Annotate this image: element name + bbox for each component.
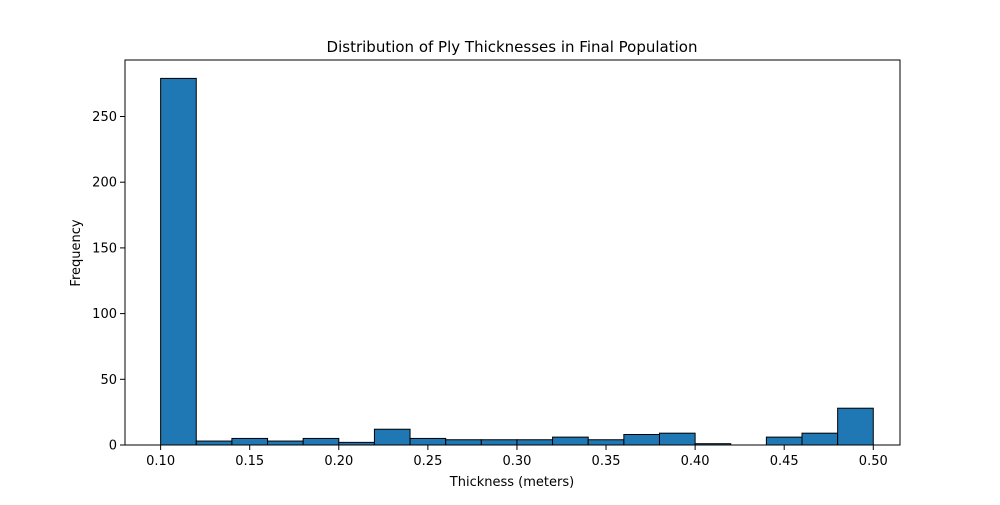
x-axis-label: Thickness (meters) bbox=[449, 475, 574, 490]
histogram-bar bbox=[195, 440, 233, 446]
x-tick-label: 0.50 bbox=[859, 454, 888, 469]
histogram-bar bbox=[480, 439, 518, 446]
x-tick-label: 0.45 bbox=[770, 454, 799, 469]
histogram-bar bbox=[801, 432, 839, 446]
axes-frame bbox=[124, 59, 901, 446]
y-tick-label: 50 bbox=[100, 373, 117, 388]
histogram-bar bbox=[373, 428, 411, 446]
histogram-bar bbox=[552, 436, 589, 446]
histogram-bar bbox=[623, 433, 660, 446]
x-tick-label: 0.25 bbox=[413, 454, 442, 469]
histogram-bar bbox=[267, 440, 304, 446]
x-tick-label: 0.35 bbox=[592, 454, 621, 469]
chart-title: Distribution of Ply Thicknesses in Final… bbox=[327, 38, 698, 56]
histogram-bar bbox=[445, 439, 482, 446]
y-tick-label: 250 bbox=[92, 110, 117, 125]
y-tick-label: 150 bbox=[92, 241, 117, 256]
x-tick-label: 0.20 bbox=[324, 454, 353, 469]
y-tick-label: 200 bbox=[92, 176, 117, 191]
histogram-bar bbox=[231, 437, 269, 446]
y-ticks-group: 0 50 100 150 200 250 bbox=[92, 110, 125, 454]
x-tick-label: 0.30 bbox=[502, 454, 531, 469]
y-tick-label: 0 bbox=[109, 439, 117, 454]
x-tick-label: 0.10 bbox=[146, 454, 175, 469]
histogram-bar bbox=[658, 432, 696, 446]
histogram-bar bbox=[409, 437, 447, 446]
bars-group bbox=[160, 77, 874, 446]
x-ticks-group: 0.10 0.15 0.20 0.25 0.30 0.35 0.40 0.45 0.50 bbox=[146, 445, 888, 469]
histogram-bar bbox=[302, 437, 340, 446]
histogram-bar bbox=[160, 77, 197, 446]
histogram-bar bbox=[837, 407, 874, 446]
x-tick-label: 0.15 bbox=[235, 454, 264, 469]
y-tick-label: 100 bbox=[92, 307, 117, 322]
histogram-bar bbox=[587, 439, 625, 446]
y-axis-label: Frequency bbox=[69, 219, 84, 286]
histogram-bar bbox=[516, 439, 554, 446]
x-tick-label: 0.40 bbox=[681, 454, 710, 469]
histogram-bar bbox=[765, 436, 803, 446]
